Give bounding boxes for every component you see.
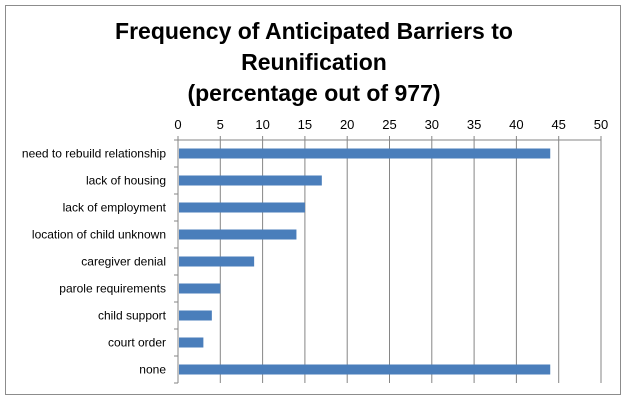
- category-label: child support: [98, 309, 167, 323]
- category-label: caregiver denial: [81, 255, 166, 269]
- category-label: lack of housing: [86, 174, 166, 188]
- x-tick-label: 25: [382, 117, 396, 132]
- x-tick-label: 50: [594, 117, 608, 132]
- bar-none: [179, 364, 551, 375]
- category-label: none: [139, 363, 166, 377]
- bar-lack-of-employment: [179, 202, 305, 213]
- x-tick-label: 5: [217, 117, 224, 132]
- category-label: court order: [108, 336, 166, 350]
- bar-parole-requirements: [179, 283, 221, 294]
- bar-caregiver-denial: [179, 256, 255, 267]
- category-label: need to rebuild relationship: [22, 147, 166, 161]
- bar-lack-of-housing: [179, 175, 322, 186]
- x-tick-label: 20: [340, 117, 354, 132]
- bar-need-to-rebuild-relationship: [179, 148, 551, 159]
- x-tick-label: 0: [174, 117, 181, 132]
- x-tick-label: 15: [298, 117, 312, 132]
- x-tick-label: 45: [551, 117, 565, 132]
- x-tick-label: 40: [509, 117, 523, 132]
- chart-border: [5, 5, 621, 395]
- x-tick-label: 30: [425, 117, 439, 132]
- x-tick-label: 10: [255, 117, 269, 132]
- category-label: location of child unknown: [32, 228, 166, 242]
- chart-title-line-2: Reunification: [241, 49, 387, 75]
- chart-title-line-1: Frequency of Anticipated Barriers to: [115, 18, 513, 44]
- bar-court-order: [179, 337, 204, 348]
- category-label: lack of employment: [63, 201, 167, 215]
- bar-child-support: [179, 310, 212, 321]
- category-label: parole requirements: [59, 282, 166, 296]
- bar-location-of-child-unknown: [179, 229, 297, 240]
- chart-title-line-3: (percentage out of 977): [187, 80, 441, 106]
- x-tick-label: 35: [467, 117, 481, 132]
